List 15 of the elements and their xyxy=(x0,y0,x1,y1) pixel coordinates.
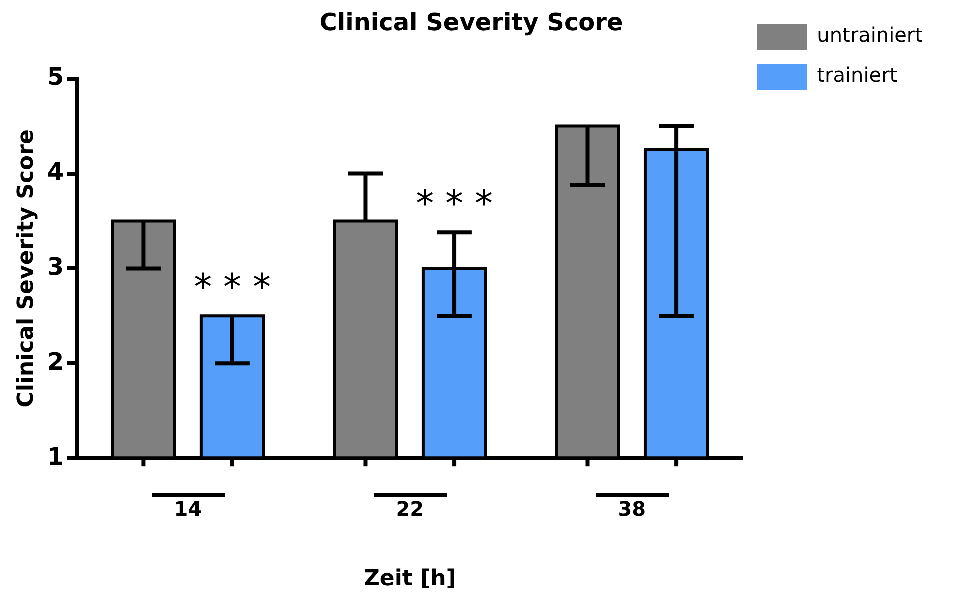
y-tick-label: 4 xyxy=(47,158,64,186)
chart-title: Clinical Severity Score xyxy=(320,8,624,37)
y-tick-label: 3 xyxy=(47,252,64,281)
legend-label: untrainiert xyxy=(817,23,924,48)
y-tick-label: 2 xyxy=(47,348,64,376)
legend-label: trainiert xyxy=(817,63,898,88)
x-axis-title: Zeit [h] xyxy=(364,566,456,592)
annotation: * * * xyxy=(416,184,493,225)
y-tick-label: 1 xyxy=(47,442,64,471)
x-tick-label: 38 xyxy=(618,496,646,521)
x-tick-label: 14 xyxy=(174,496,202,521)
annotation: * * * xyxy=(194,268,271,309)
y-axis-title: Clinical Severity Score xyxy=(14,130,39,408)
y-tick-label: 5 xyxy=(47,63,64,92)
x-tick-label: 22 xyxy=(396,496,424,521)
